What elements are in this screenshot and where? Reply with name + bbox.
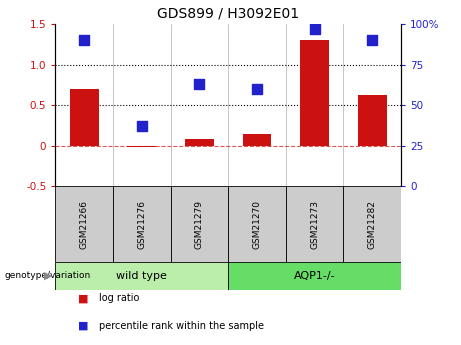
Text: ▶: ▶ [44,271,52,281]
Text: GSM21279: GSM21279 [195,200,204,249]
Bar [171,186,228,262]
Bar [358,96,387,146]
Text: GSM21266: GSM21266 [80,200,89,249]
Text: GSM21282: GSM21282 [368,200,377,249]
Bar [343,186,401,262]
Text: ■: ■ [78,294,89,303]
Text: AQP1-/-: AQP1-/- [294,271,336,281]
Title: GDS899 / H3092E01: GDS899 / H3092E01 [157,6,299,20]
Point [138,124,146,129]
Bar [185,139,214,146]
Bar [286,186,343,262]
Text: log ratio: log ratio [99,294,140,303]
Point [80,38,88,43]
Bar [300,40,329,146]
Bar [228,186,286,262]
Bar [113,186,171,262]
Text: GSM21270: GSM21270 [253,200,261,249]
Bar [55,262,228,290]
Text: GSM21276: GSM21276 [137,200,146,249]
Text: genotype/variation: genotype/variation [5,272,91,280]
Bar [127,146,156,147]
Bar [70,89,99,146]
Bar [242,135,272,146]
Text: wild type: wild type [116,271,167,281]
Point [195,81,203,87]
Point [369,38,376,43]
Bar [228,262,401,290]
Text: ■: ■ [78,321,89,331]
Text: GSM21273: GSM21273 [310,200,319,249]
Point [311,26,318,32]
Point [254,86,261,92]
Bar [55,186,113,262]
Text: percentile rank within the sample: percentile rank within the sample [99,321,264,331]
